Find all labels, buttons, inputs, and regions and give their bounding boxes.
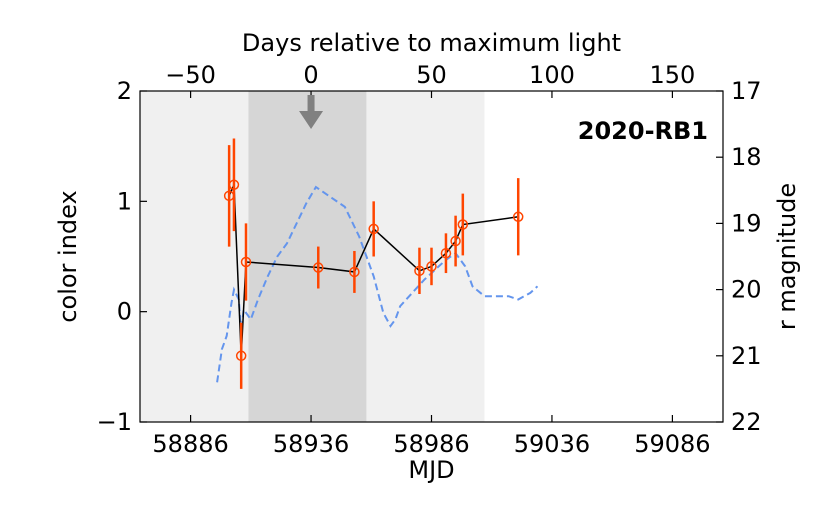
data-point bbox=[426, 261, 437, 272]
data-point bbox=[440, 247, 452, 259]
y2-tick-label: 18 bbox=[731, 143, 762, 171]
arrow-head bbox=[299, 111, 324, 129]
x-tick-label: 58986 bbox=[393, 430, 469, 458]
y-tick-label: 2 bbox=[117, 77, 132, 105]
data-point bbox=[228, 179, 240, 191]
y2-tick-label: 20 bbox=[731, 276, 762, 304]
y2-tick-label: 21 bbox=[731, 342, 762, 370]
y-axis-label: color index bbox=[54, 190, 82, 322]
data-point bbox=[313, 262, 324, 273]
data-point bbox=[457, 219, 469, 230]
x-tick-label: 58886 bbox=[152, 430, 228, 458]
y2-axis-label: r magnitude bbox=[773, 183, 801, 330]
shaded-region bbox=[140, 91, 249, 422]
top-tick-label: 50 bbox=[416, 61, 447, 89]
max-light-marker bbox=[299, 95, 324, 129]
tick-labels: 58886 58936 58986 59036 59086 −50 0 50 100 150 −1 0… bbox=[97, 61, 762, 458]
top-tick-label: 0 bbox=[303, 61, 318, 89]
data-point bbox=[235, 350, 247, 362]
data-point bbox=[512, 211, 524, 223]
arrow-shaft bbox=[307, 95, 315, 112]
shaded-region bbox=[248, 91, 367, 422]
object-annotation: 2020-RB1 bbox=[578, 117, 708, 145]
x-tick-label: 58936 bbox=[273, 430, 349, 458]
x-tick-label: 59086 bbox=[634, 430, 710, 458]
y-tick-label: 1 bbox=[117, 187, 132, 215]
y2-tick-label: 19 bbox=[731, 209, 762, 237]
y2-tick-label: 22 bbox=[731, 408, 762, 436]
data-point bbox=[414, 265, 425, 277]
x-axis-label: MJD bbox=[408, 456, 454, 484]
y2-tick-label: 17 bbox=[731, 77, 762, 105]
top-axis-label: Days relative to maximum light bbox=[242, 29, 621, 57]
data-point bbox=[349, 266, 360, 278]
data-point bbox=[450, 235, 461, 247]
top-tick-label: 150 bbox=[650, 61, 696, 89]
top-tick-label: 100 bbox=[529, 61, 575, 89]
top-tick-label: −50 bbox=[165, 61, 216, 89]
shaded-region bbox=[366, 91, 485, 422]
data-point bbox=[223, 190, 235, 202]
data-point bbox=[240, 256, 252, 268]
y-tick-label: −1 bbox=[97, 408, 132, 436]
plot-frame bbox=[139, 90, 724, 423]
shaded-regions bbox=[140, 91, 485, 422]
x-tick-label: 59036 bbox=[514, 430, 590, 458]
series-layer bbox=[216, 138, 539, 389]
y-tick-label: 0 bbox=[117, 298, 132, 326]
data-point bbox=[368, 223, 379, 235]
